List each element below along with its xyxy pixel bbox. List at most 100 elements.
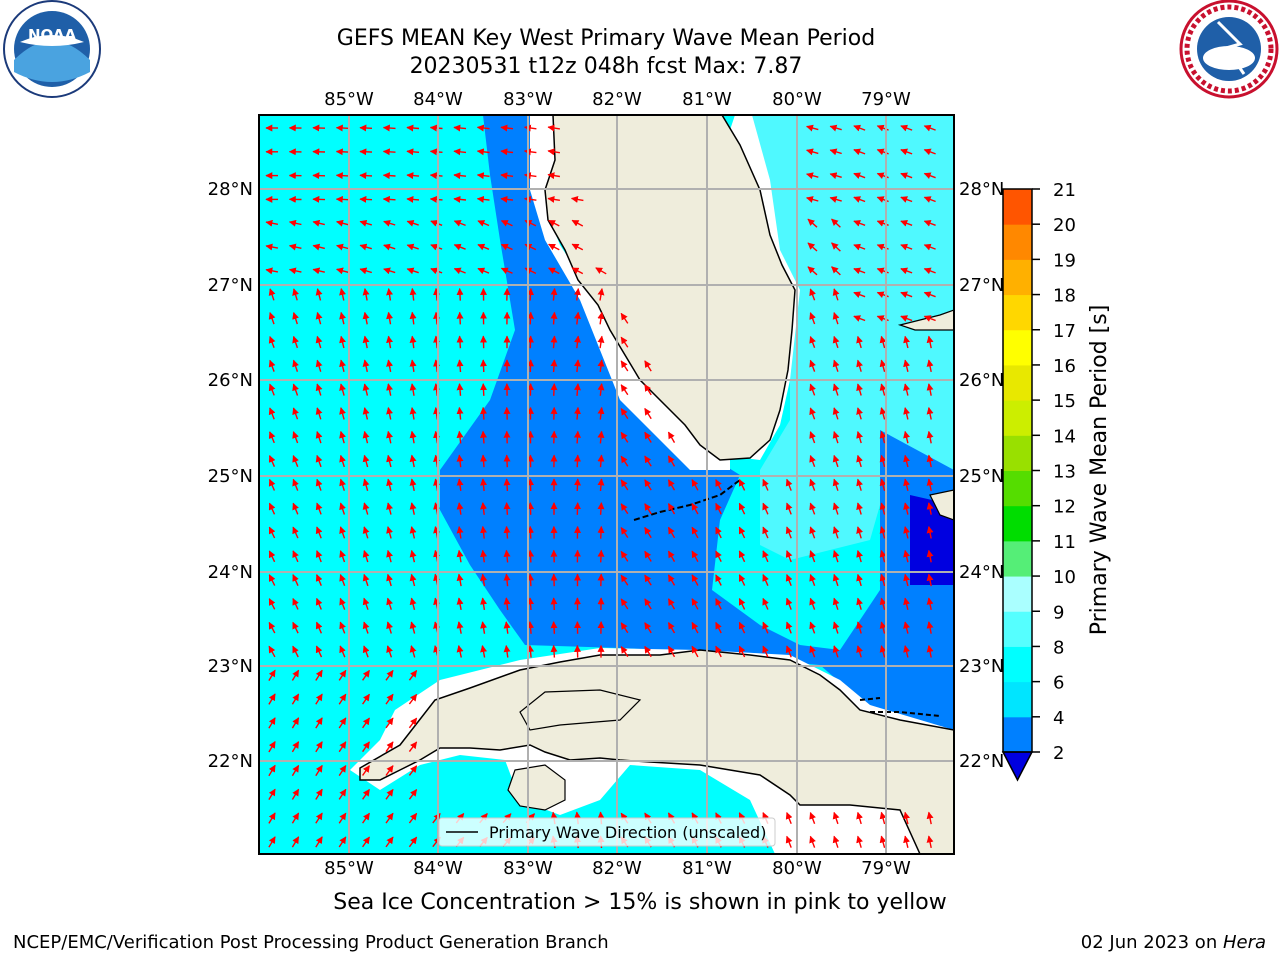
wave-arrow xyxy=(903,645,910,658)
wave-arrow xyxy=(620,431,629,443)
wave-arrow xyxy=(809,645,816,658)
wave-arrow xyxy=(715,598,722,610)
wave-arrow xyxy=(807,242,818,252)
wave-arrow xyxy=(900,172,913,179)
wave-arrow xyxy=(385,836,394,848)
colorbar-band xyxy=(1003,294,1032,331)
wave-arrow xyxy=(362,812,370,824)
wave-arrow xyxy=(315,645,323,658)
wave-arrow xyxy=(362,359,370,373)
wave-arrow xyxy=(362,717,370,729)
wave-arrow xyxy=(832,359,840,372)
wave-arrow xyxy=(315,788,323,800)
wave-arrow xyxy=(856,811,863,825)
wave-arrow xyxy=(339,597,346,610)
wave-arrow xyxy=(715,502,722,515)
wave-arrow xyxy=(292,431,299,444)
wave-arrow xyxy=(903,478,910,491)
wave-arrow xyxy=(409,502,417,515)
wave-arrow xyxy=(667,502,676,515)
land-cuba-west-bay xyxy=(519,689,642,731)
legend-label: Primary Wave Direction (unscaled) xyxy=(489,823,766,842)
colorbar-tick-label: 18 xyxy=(1053,286,1076,307)
wave-arrow xyxy=(691,645,699,658)
wave-arrow xyxy=(809,573,816,587)
colorbar-tick-label: 4 xyxy=(1053,708,1064,729)
wave-arrow xyxy=(359,195,373,203)
wave-arrow xyxy=(903,359,910,372)
wave-arrow xyxy=(923,243,936,251)
wave-arrow xyxy=(362,765,370,776)
wave-arrow xyxy=(926,526,934,539)
lon-label-top: 81°W xyxy=(682,89,732,110)
wave-arrow xyxy=(620,503,629,515)
wave-arrow xyxy=(923,267,936,275)
land-isla-juventud xyxy=(507,764,566,811)
land-bahamas-andros xyxy=(929,489,954,521)
wave-arrow xyxy=(409,383,417,396)
wave-arrow xyxy=(315,431,323,444)
wave-arrow xyxy=(312,243,325,251)
wave-arrow xyxy=(644,645,652,658)
wave-arrow xyxy=(809,335,816,349)
wave-arrow xyxy=(762,621,769,634)
noaa-logo: NOAA xyxy=(3,0,101,98)
wave-arrow xyxy=(900,243,913,251)
wave-arrow xyxy=(762,526,769,539)
colorbar-tick-label: 15 xyxy=(1053,391,1076,412)
wave-arrow xyxy=(480,406,488,420)
wave-arrow xyxy=(335,124,349,132)
wave-arrow xyxy=(476,124,490,132)
wave-arrow xyxy=(362,526,370,539)
wave-arrow xyxy=(879,835,887,848)
graticule xyxy=(259,115,954,854)
wave-arrow xyxy=(527,549,535,563)
wave-arrow xyxy=(292,621,299,634)
wave-arrow xyxy=(829,124,842,132)
wave-arrow xyxy=(409,645,417,658)
wave-arrow xyxy=(386,573,393,587)
wave-arrow xyxy=(809,478,816,491)
wave-arrow xyxy=(900,220,913,227)
lon-labels-top: 85°W 84°W 83°W 82°W 81°W 80°W 79°W xyxy=(324,89,911,110)
wave-arrow xyxy=(362,407,370,420)
wave-arrow xyxy=(500,195,514,203)
wave-arrow xyxy=(315,526,323,539)
wave-arrow xyxy=(386,549,393,563)
wave-arrow xyxy=(926,835,934,849)
wave-arrow xyxy=(480,478,488,492)
wave-arrow xyxy=(644,526,652,539)
wave-arrow xyxy=(644,479,652,491)
wave-arrow xyxy=(456,478,464,491)
wave-arrow xyxy=(292,407,299,420)
wave-arrow xyxy=(832,550,840,563)
wave-arrow xyxy=(879,526,887,539)
colorbar: 2 4 6 8 9 10 11 12 13 14 15 16 17 18 19 20 21 Primary Wa… xyxy=(1001,180,1112,782)
wave-arrow xyxy=(832,478,840,491)
wave-arrow xyxy=(550,359,558,373)
wave-arrow xyxy=(524,219,537,227)
wave-arrow xyxy=(832,383,840,396)
wave-arrow xyxy=(382,148,396,156)
colorbar-band xyxy=(1003,259,1032,296)
florida-keys xyxy=(633,479,741,521)
wave-arrow xyxy=(386,335,394,349)
wave-arrow xyxy=(480,359,488,373)
wave-arrow xyxy=(524,267,537,275)
wave-arrow xyxy=(879,430,887,444)
wave-arrow xyxy=(691,502,699,515)
wave-arrow xyxy=(480,573,488,587)
wave-arrow xyxy=(409,287,417,301)
wave-arrow xyxy=(879,407,887,420)
wave-arrow xyxy=(503,549,511,563)
wave-arrow xyxy=(667,526,676,539)
wave-arrow xyxy=(386,526,393,539)
wave-arrow xyxy=(268,335,276,349)
wave-arrow xyxy=(408,670,418,681)
wave-arrow xyxy=(409,549,417,563)
wave-arrow xyxy=(550,335,558,349)
wave-arrow xyxy=(480,454,488,468)
wave-arrow xyxy=(715,550,722,563)
wave-arrow xyxy=(292,454,299,468)
wave-arrow xyxy=(409,478,417,492)
